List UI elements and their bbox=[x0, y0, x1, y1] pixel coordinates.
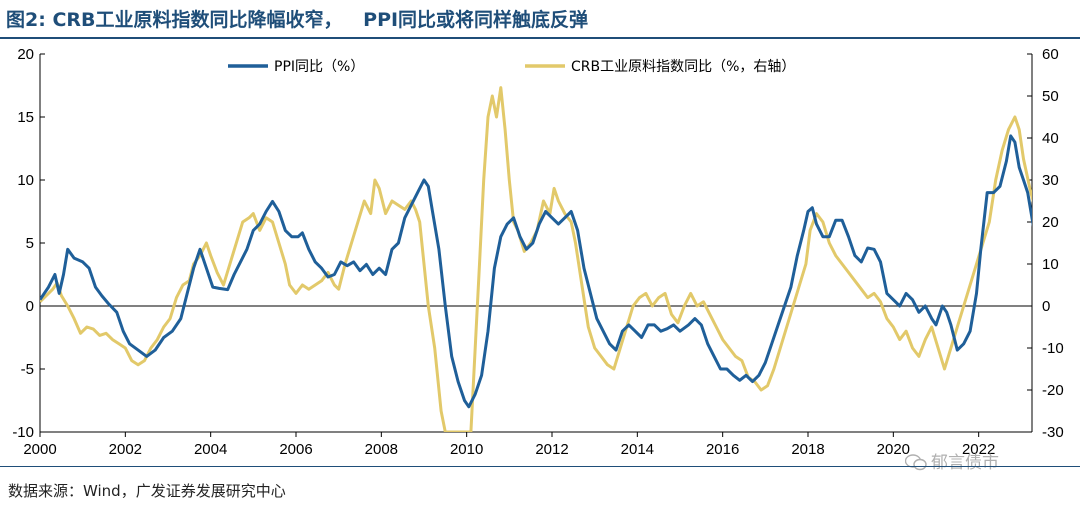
right-tick-label: 0 bbox=[1042, 298, 1050, 315]
x-tick-label: 2006 bbox=[279, 441, 312, 458]
right-tick-label: 30 bbox=[1042, 172, 1059, 189]
left-tick-label: 20 bbox=[17, 46, 34, 63]
x-tick-label: 2002 bbox=[109, 441, 142, 458]
legend-label-ppi: PPI同比（%） bbox=[274, 59, 364, 75]
x-tick-label: 2000 bbox=[23, 441, 56, 458]
x-tick-label: 2022 bbox=[962, 441, 995, 458]
watermark: 郁言债市 bbox=[905, 448, 999, 473]
watermark-text: 郁言债市 bbox=[931, 453, 999, 473]
data-source: 数据来源：Wind，广发证券发展研究中心 bbox=[8, 482, 286, 500]
left-tick-label: 15 bbox=[17, 109, 34, 126]
footer-divider bbox=[0, 466, 1080, 467]
figure-number: 图2: bbox=[6, 9, 46, 31]
x-tick-label: 2008 bbox=[365, 441, 398, 458]
right-tick-label: 50 bbox=[1042, 88, 1059, 105]
line-chart: -10 -5 0 5 10 15 20 -30 -20 -10 0 10 20 30 40 50 60 200… bbox=[12, 46, 1064, 458]
left-tick-label: 0 bbox=[26, 298, 34, 315]
right-y-axis: -30 -20 -10 0 10 20 30 40 50 60 bbox=[1027, 46, 1064, 441]
title-divider bbox=[0, 37, 1080, 39]
left-y-axis: -10 -5 0 5 10 15 20 bbox=[12, 46, 45, 441]
wechat-icon bbox=[905, 454, 927, 471]
right-tick-label: -20 bbox=[1042, 382, 1064, 399]
chart-title: 图2: CRB工业原料指数同比降幅收窄， PPI同比或将同样触底反弹 bbox=[6, 4, 588, 36]
x-tick-label: 2016 bbox=[706, 441, 739, 458]
title-part-1: CRB工业原料指数同比降幅收窄， bbox=[52, 9, 343, 31]
x-tick-label: 2004 bbox=[194, 441, 227, 458]
right-tick-label: -30 bbox=[1042, 424, 1064, 441]
x-tick-label: 2012 bbox=[535, 441, 568, 458]
left-tick-label: 10 bbox=[17, 172, 34, 189]
crb-series-line bbox=[40, 86, 1032, 432]
title-part-2: PPI同比或将同样触底反弹 bbox=[363, 9, 589, 31]
right-tick-label: -10 bbox=[1042, 340, 1064, 357]
left-tick-label: 5 bbox=[26, 235, 34, 252]
x-tick-label: 2014 bbox=[621, 441, 654, 458]
ppi-series-line bbox=[40, 134, 1032, 409]
right-tick-label: 40 bbox=[1042, 130, 1059, 147]
right-tick-label: 60 bbox=[1042, 46, 1059, 63]
right-tick-label: 10 bbox=[1042, 256, 1059, 273]
left-tick-label: -5 bbox=[21, 361, 34, 378]
series-lines bbox=[40, 86, 1032, 432]
legend: PPI同比（%） CRB工业原料指数同比（%，右轴） bbox=[228, 59, 795, 75]
x-tick-label: 2020 bbox=[877, 441, 910, 458]
left-tick-label: -10 bbox=[12, 424, 34, 441]
legend-label-crb: CRB工业原料指数同比（%，右轴） bbox=[571, 59, 795, 75]
x-tick-label: 2010 bbox=[450, 441, 483, 458]
plot-frame bbox=[39, 54, 1033, 433]
x-tick-label: 2018 bbox=[791, 441, 824, 458]
right-tick-label: 20 bbox=[1042, 214, 1059, 231]
x-axis: 2000 2002 2004 2006 2008 2010 2012 2014 2016 2018… bbox=[23, 432, 995, 458]
